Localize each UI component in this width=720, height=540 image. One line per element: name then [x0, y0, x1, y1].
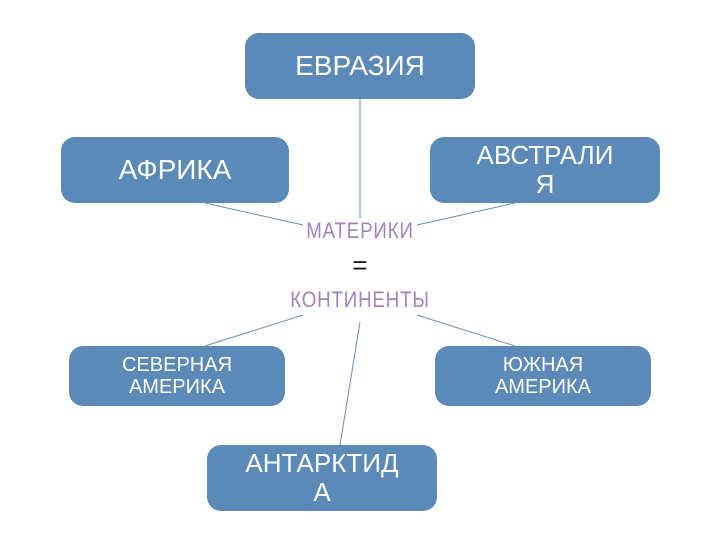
node-eurasia: ЕВРАЗИЯ	[245, 33, 475, 99]
center-bottom-word: КОНТИНЕНТЫ	[275, 287, 445, 313]
edge-south_america	[417, 315, 515, 346]
node-antarctica: АНТАРКТИД А	[207, 445, 437, 511]
node-africa: АФРИКА	[61, 137, 289, 203]
center-group: МАТЕРИКИ = КОНТИНЕНТЫ	[260, 218, 460, 313]
center-top-word: МАТЕРИКИ	[275, 218, 445, 244]
node-australia: АВСТРАЛИ Я	[430, 137, 660, 203]
equals-sign: =	[260, 250, 460, 281]
edge-north_america	[205, 315, 303, 346]
node-north_america: СЕВЕРНАЯ АМЕРИКА	[69, 346, 285, 406]
node-south_america: ЮЖНАЯ АМЕРИКА	[435, 346, 651, 406]
edge-antarctica	[340, 322, 360, 445]
